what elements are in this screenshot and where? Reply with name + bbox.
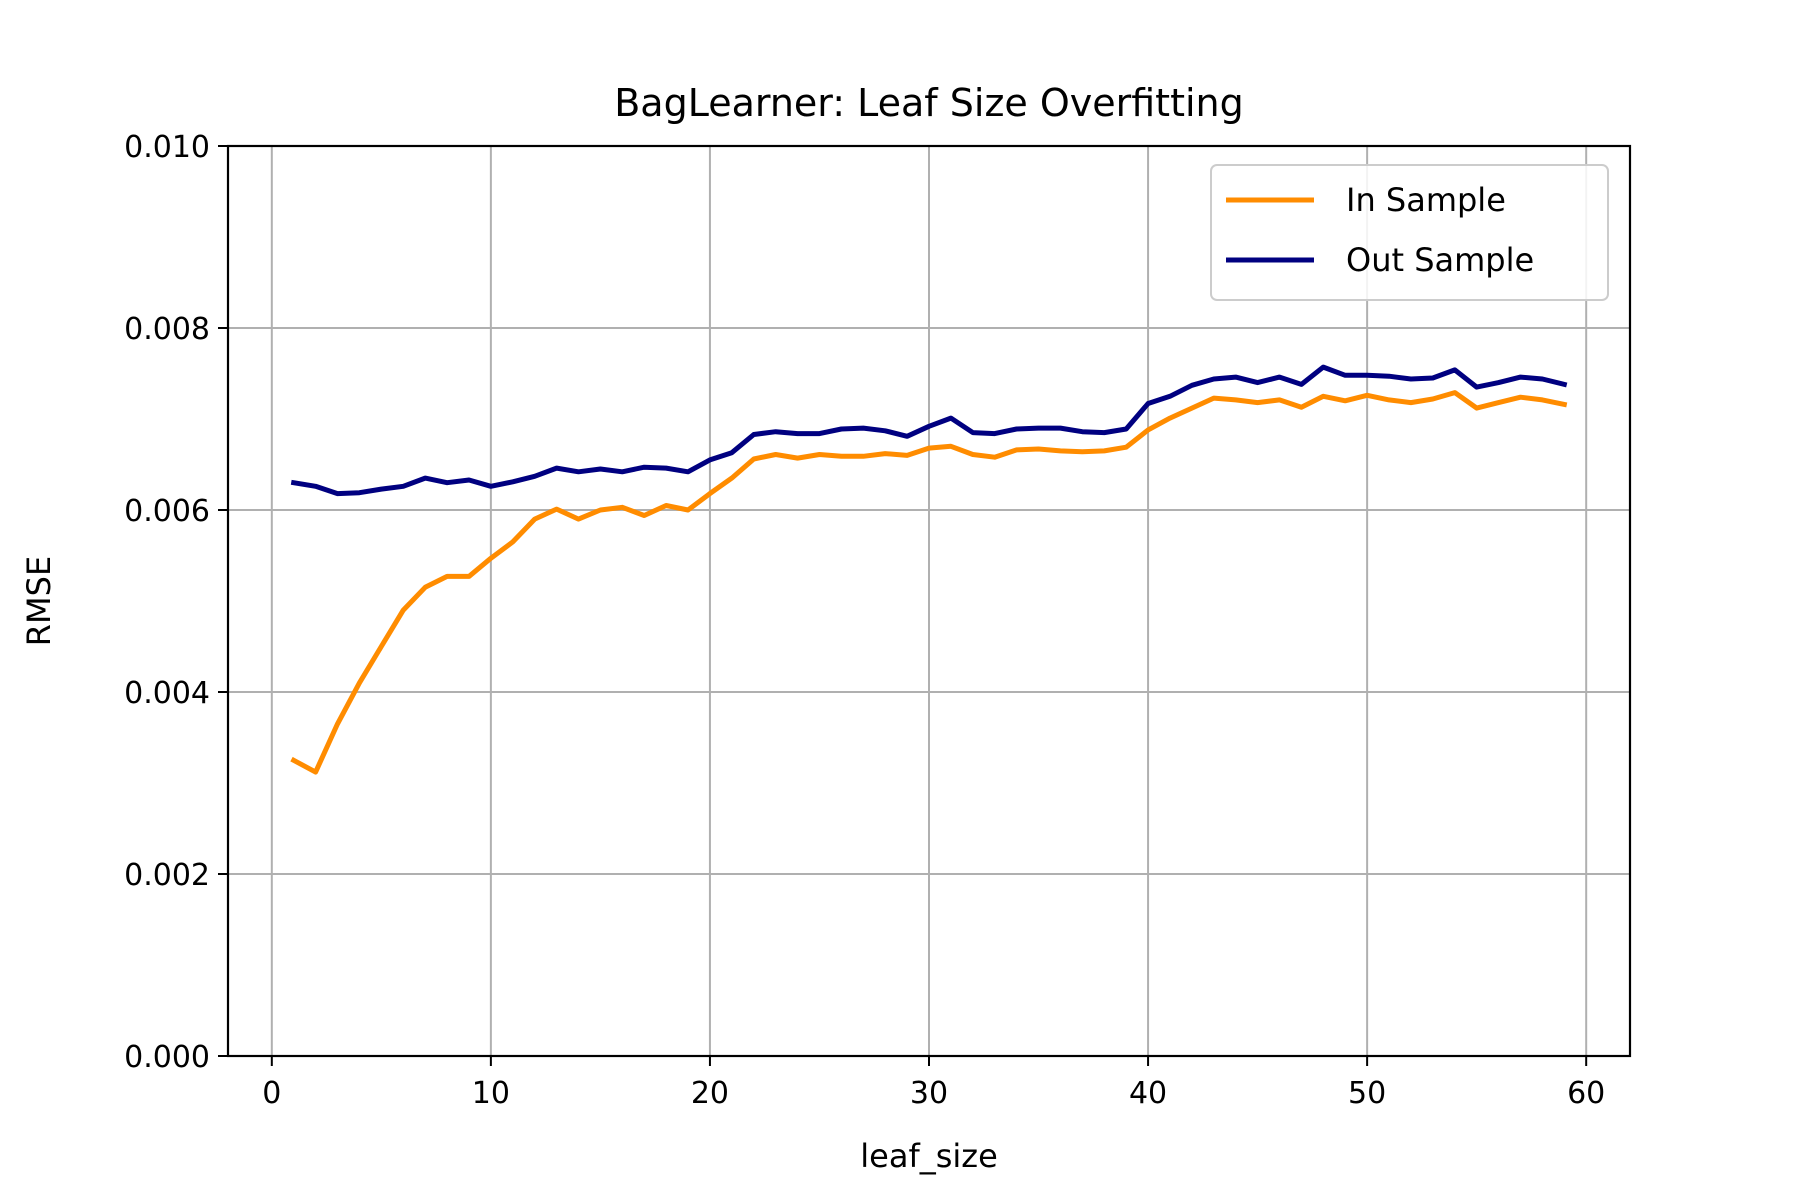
series-line-out-sample (290, 364, 1568, 497)
x-tick-label: 0 (262, 1076, 281, 1111)
chart-title: BagLearner: Leaf Size Overfitting (614, 81, 1244, 125)
axes: 0 10 20 30 40 50 60 0.000 0.002 0.004 0.006 0.008 0.… (124, 130, 1605, 1111)
y-tick-label: 0.010 (124, 130, 210, 165)
y-tick-label: 0.002 (124, 858, 210, 893)
x-tick-label: 10 (472, 1076, 510, 1111)
y-tick-label: 0.000 (124, 1040, 210, 1075)
y-tick-label: 0.006 (124, 494, 210, 529)
x-tick-label: 20 (691, 1076, 729, 1111)
x-axis-title: leaf_size (860, 1137, 998, 1175)
x-tick-label: 50 (1348, 1076, 1386, 1111)
series-line-in-sample (290, 390, 1568, 775)
y-tick-label: 0.004 (124, 676, 210, 711)
y-axis-title: RMSE (20, 556, 58, 646)
legend-label: In Sample (1346, 181, 1506, 219)
series-layer (290, 364, 1568, 775)
legend: In Sample Out Sample (1210, 164, 1609, 301)
x-tick-label: 30 (910, 1076, 948, 1111)
y-tick-label: 0.008 (124, 312, 210, 347)
legend-label: Out Sample (1346, 241, 1534, 279)
x-tick-label: 40 (1129, 1076, 1167, 1111)
x-tick-label: 60 (1567, 1076, 1605, 1111)
